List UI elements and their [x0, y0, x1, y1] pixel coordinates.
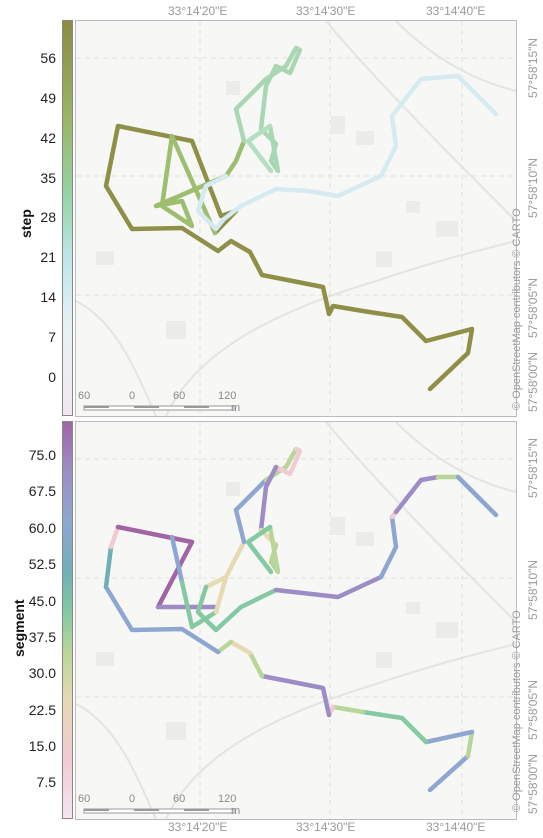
track-segment [426, 732, 472, 742]
longitude-label: 33°14'30"E [296, 4, 355, 18]
scale-label: 60 [78, 390, 90, 402]
track-segment [118, 527, 192, 542]
longitude-label: 33°14'40"E [426, 820, 485, 834]
track-segment [236, 48, 300, 171]
segment-legend-tick: 15.0 [18, 738, 56, 754]
scale-label: 120 [218, 390, 236, 402]
track-segment [363, 712, 426, 742]
latitude-label: 57°58'05"N [526, 278, 540, 338]
scale-label: 60 [173, 390, 185, 402]
scale-label: 0 [129, 390, 135, 402]
track-segment [396, 477, 438, 512]
step-legend-tick: 49 [18, 90, 56, 106]
step-legend-tick: 35 [18, 170, 56, 186]
map-attribution: © OpenStreetMap contributors © CARTO [511, 208, 523, 410]
latitude-label: 57°58'10"N [526, 560, 540, 620]
track-segment [262, 676, 329, 715]
track-segment [250, 653, 262, 676]
segment-legend-tick: 45.0 [18, 593, 56, 609]
step-legend-tick: 7 [18, 329, 56, 345]
track-segment [231, 642, 250, 653]
track-segment [458, 477, 496, 515]
track-segment [106, 126, 472, 389]
latitude-label: 57°58'15"N [526, 38, 540, 98]
segment-map-basemap [76, 422, 516, 819]
scale-unit: m [231, 402, 240, 414]
step-legend-tick: 0 [18, 369, 56, 385]
step-legend-tick: 28 [18, 209, 56, 225]
step-colorbar [62, 20, 73, 416]
segment-legend-tick: 67.5 [18, 483, 56, 499]
segment-legend-tick: 75.0 [18, 447, 56, 463]
step-map-panel[interactable]: 60 0 60 120 m [75, 20, 517, 417]
segment-legend-tick: 37.5 [18, 629, 56, 645]
scale-label: 60 [78, 793, 90, 805]
map-attribution: © OpenStreetMap contributors © CARTO [511, 610, 523, 812]
track-segment [198, 76, 496, 229]
track-segment [226, 542, 244, 577]
latitude-label: 57°58'00"N [526, 754, 540, 814]
track-segment [106, 547, 111, 587]
step-legend-tick: 21 [18, 249, 56, 265]
step-legend-tick: 14 [18, 289, 56, 305]
longitude-label: 33°14'30"E [296, 820, 355, 834]
longitude-label: 33°14'40"E [426, 4, 485, 18]
segment-legend-tick: 60.0 [18, 520, 56, 536]
scale-label: 0 [129, 793, 135, 805]
segment-colorbar [62, 421, 73, 819]
step-map-basemap [76, 21, 516, 416]
segment-map-panel[interactable]: 60 0 60 120 m [75, 421, 517, 820]
scale-label: 60 [173, 793, 185, 805]
scale-unit: m [231, 805, 240, 817]
segment-legend-tick: 22.5 [18, 702, 56, 718]
scale-label: 120 [218, 793, 236, 805]
latitude-label: 57°58'00"N [526, 352, 540, 412]
segment-legend-tick: 30.0 [18, 665, 56, 681]
step-legend-tick: 56 [18, 50, 56, 66]
step-legend-tick: 42 [18, 130, 56, 146]
track-segment [270, 527, 278, 572]
longitude-label: 33°14'20"E [168, 820, 227, 834]
track-segment [218, 642, 231, 652]
track-segment [468, 732, 472, 756]
longitude-label: 33°14'20"E [168, 4, 227, 18]
segment-legend-tick: 7.5 [18, 774, 56, 790]
latitude-label: 57°58'10"N [526, 158, 540, 218]
latitude-label: 57°58'05"N [526, 680, 540, 740]
latitude-label: 57°58'15"N [526, 438, 540, 498]
track-segment [381, 517, 396, 577]
track-segment [276, 577, 381, 597]
track-segment [333, 707, 363, 712]
segment-legend-tick: 52.5 [18, 556, 56, 572]
track-segment [111, 527, 118, 547]
